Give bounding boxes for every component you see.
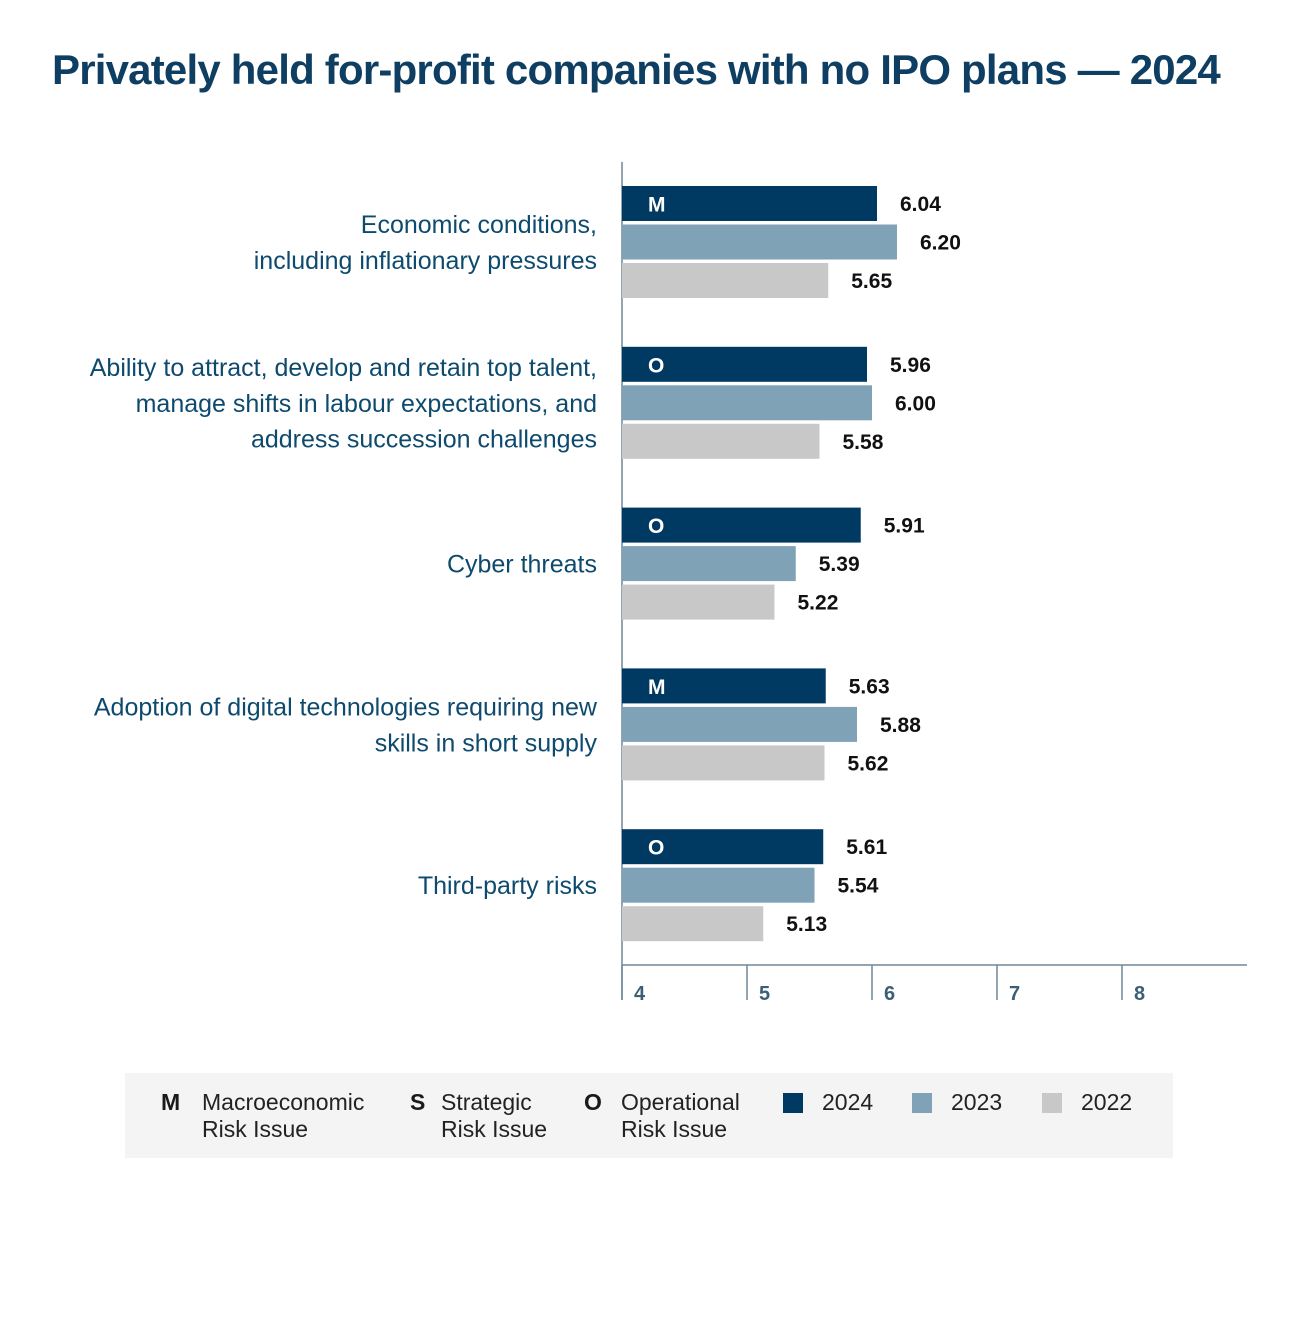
bar-2023 xyxy=(622,706,857,742)
x-tick-label-7: 7 xyxy=(1009,983,1020,1005)
x-tick-label-6: 6 xyxy=(884,983,895,1005)
bar-2024 xyxy=(622,186,877,221)
legend-code-m: M xyxy=(161,1089,181,1115)
data-label: 5.62 xyxy=(848,752,889,775)
legend: M Macroeconomic Risk Issue S Strategic R… xyxy=(125,1073,1173,1158)
bar-2022 xyxy=(622,906,764,942)
risk-code-badge: M xyxy=(648,676,666,699)
legend-swatch-2023 xyxy=(912,1093,932,1113)
data-label: 5.22 xyxy=(798,592,839,615)
data-label: 5.58 xyxy=(843,431,884,454)
data-label: 5.88 xyxy=(880,714,921,737)
risk-code-badge: O xyxy=(648,354,664,377)
risk-code-badge: M xyxy=(648,194,666,217)
category-label-line: Adoption of digital technologies requiri… xyxy=(94,694,598,722)
data-label: 5.13 xyxy=(786,913,827,936)
data-label: 6.00 xyxy=(895,392,936,415)
category-label-line: Ability to attract, develop and retain t… xyxy=(90,354,597,382)
bar-2022 xyxy=(622,263,829,298)
bar-2023 xyxy=(622,867,815,903)
data-label: 6.04 xyxy=(900,193,941,216)
bar-2022 xyxy=(622,745,825,781)
legend-code-s: S xyxy=(410,1089,426,1115)
legend-text-macroeconomic: Macroeconomic Risk Issue xyxy=(202,1089,365,1142)
data-label: 5.39 xyxy=(819,553,860,576)
bar-2022 xyxy=(622,584,775,620)
category-label-line: Economic conditions, xyxy=(361,211,597,239)
category-label-line: including inflationary pressures xyxy=(254,247,597,275)
x-tick-label-4: 4 xyxy=(634,983,646,1005)
legend-code-o: O xyxy=(584,1089,602,1115)
data-label: 5.54 xyxy=(838,875,879,898)
data-label: 5.65 xyxy=(851,270,892,293)
category-label-line: Cyber threats xyxy=(447,551,597,579)
x-tick-label-5: 5 xyxy=(759,983,770,1005)
legend-label-2023: 2023 xyxy=(951,1089,1003,1115)
bar-2024 xyxy=(622,668,826,704)
bar-2024 xyxy=(622,346,867,382)
bar-2024 xyxy=(622,507,861,543)
category-label-line: manage shifts in labour expectations, an… xyxy=(136,390,597,418)
x-tick-label-8: 8 xyxy=(1134,983,1145,1005)
risk-code-badge: O xyxy=(648,515,664,538)
category-label-line: address succession challenges xyxy=(251,426,597,454)
legend-label-2024: 2024 xyxy=(822,1089,874,1115)
data-label: 5.96 xyxy=(890,354,931,377)
legend-label-2022: 2022 xyxy=(1081,1089,1133,1115)
bar-chart: 4 5 6 7 8 Economic conditions, including infla… xyxy=(90,162,1247,1005)
data-label: 5.61 xyxy=(846,836,887,859)
bar-2023 xyxy=(622,546,796,582)
category-label-line: Third-party risks xyxy=(418,872,597,900)
legend-swatch-2024 xyxy=(783,1093,803,1113)
bar-2024 xyxy=(622,829,824,865)
legend-text-operational: Operational Risk Issue xyxy=(621,1089,740,1142)
data-label: 5.91 xyxy=(884,515,925,538)
legend-swatch-2022 xyxy=(1042,1093,1062,1113)
bar-2023 xyxy=(622,224,897,260)
bar-2022 xyxy=(622,423,820,459)
risk-code-badge: O xyxy=(648,837,664,860)
category-label-line: skills in short supply xyxy=(375,729,598,757)
legend-text-strategic: Strategic Risk Issue xyxy=(441,1089,548,1142)
chart-title: Privately held for-profit companies with… xyxy=(52,46,1221,93)
bar-2023 xyxy=(622,385,872,421)
data-label: 5.63 xyxy=(849,675,890,698)
data-label: 6.20 xyxy=(920,232,961,255)
